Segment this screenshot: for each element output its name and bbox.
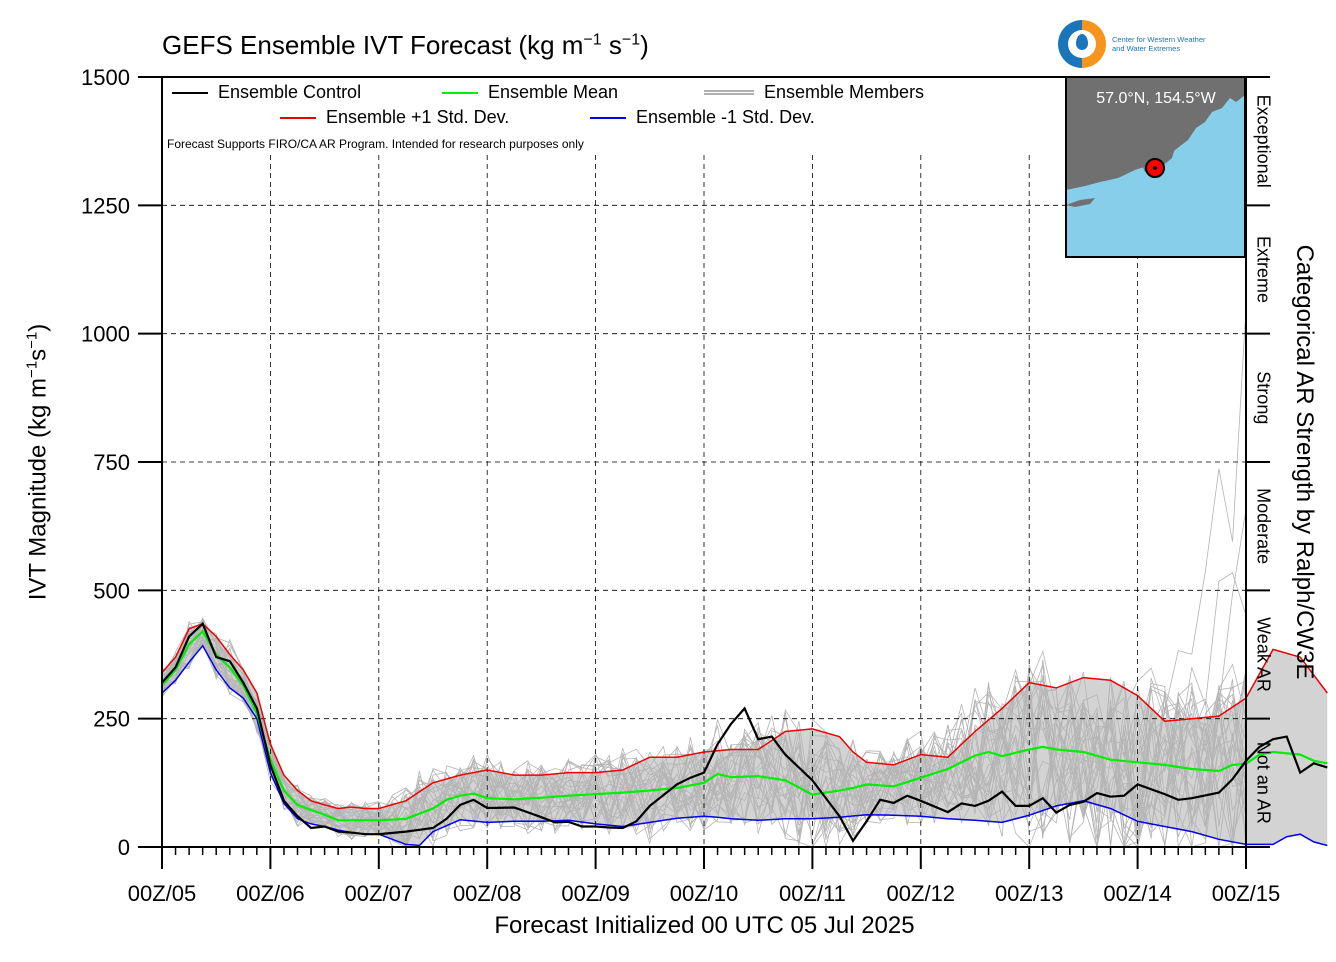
water-drop-icon bbox=[1076, 34, 1088, 50]
legend-label-mean: Ensemble Mean bbox=[488, 82, 619, 102]
ensemble-member-line bbox=[161, 618, 1247, 842]
series-line-control bbox=[161, 621, 1328, 843]
x-tick-label: 00Z/08 bbox=[453, 881, 522, 906]
inset-land-peninsula bbox=[1066, 198, 1095, 207]
legend-label-members: Ensemble Members bbox=[764, 82, 925, 102]
legend-label-minus-sd: Ensemble -1 Std. Dev. bbox=[636, 107, 815, 127]
x-tick-label: 00Z/13 bbox=[995, 881, 1064, 906]
inset-border bbox=[1065, 76, 1246, 258]
ensemble-member-line bbox=[161, 618, 1247, 848]
disclaimer-note: Forecast Supports FIRO/CA AR Program. In… bbox=[167, 137, 584, 151]
y-axis-label: IVT Magnitude (kg m−1s−1) bbox=[23, 323, 52, 601]
logo-circle-icon bbox=[1058, 20, 1106, 68]
category-label: Strong bbox=[1253, 371, 1273, 424]
legend-item-members: Ensemble Members bbox=[704, 82, 924, 103]
y-tick-label: 750 bbox=[93, 450, 130, 475]
legend-item-control: Ensemble Control bbox=[172, 82, 361, 103]
x-tick-label: 00Z/09 bbox=[561, 881, 630, 906]
location-inset-map bbox=[1065, 76, 1246, 258]
inset-location-label: 57.0°N, 154.5°W bbox=[1096, 90, 1216, 107]
x-tick-label: 00Z/11 bbox=[779, 881, 846, 906]
logo-text: Center for Western Weather and Water Ext… bbox=[1112, 35, 1206, 53]
y-tick-label: 500 bbox=[93, 578, 130, 603]
series-line-minus-sd bbox=[161, 644, 1328, 847]
legend-item-plus-sd: Ensemble +1 Std. Dev. bbox=[280, 107, 509, 128]
category-label: Exceptional bbox=[1253, 95, 1273, 188]
minus-sd-swatch bbox=[590, 116, 626, 119]
cw3e-logo: Center for Western Weather and Water Ext… bbox=[1058, 20, 1206, 68]
category-label: Weak AR bbox=[1253, 617, 1273, 692]
legend-label-plus-sd: Ensemble +1 Std. Dev. bbox=[326, 107, 510, 127]
x-tick-label: 00Z/12 bbox=[887, 881, 956, 906]
ensemble-member-line bbox=[161, 641, 1247, 849]
x-tick-label: 00Z/07 bbox=[345, 881, 414, 906]
y-tick-label: 0 bbox=[118, 835, 130, 860]
category-label: Not an AR bbox=[1253, 742, 1273, 824]
x-tick-label: 00Z/10 bbox=[670, 881, 739, 906]
mean-swatch bbox=[442, 91, 478, 94]
chart-title: GEFS Ensemble IVT Forecast (kg m−1 s−1) bbox=[162, 30, 649, 60]
legend-item-minus-sd: Ensemble -1 Std. Dev. bbox=[590, 107, 815, 128]
logo-text-line1: Center for Western Weather bbox=[1112, 35, 1206, 44]
series-line-plus-sd bbox=[161, 622, 1328, 810]
y-tick-label: 250 bbox=[93, 707, 130, 732]
right-axis-label: Categorical AR Strength by Ralph/CW3E bbox=[1291, 244, 1318, 680]
x-tick-label: 00Z/05 bbox=[128, 881, 197, 906]
x-axis-label: Forecast Initialized 00 UTC 05 Jul 2025 bbox=[494, 912, 915, 939]
series-line-mean bbox=[161, 629, 1328, 822]
location-marker-center bbox=[1153, 166, 1157, 170]
category-label: Extreme bbox=[1253, 236, 1273, 303]
x-tick-label: 00Z/06 bbox=[236, 881, 305, 906]
legend-label-control: Ensemble Control bbox=[218, 82, 362, 102]
legend-item-mean: Ensemble Mean bbox=[442, 82, 618, 103]
control-swatch bbox=[172, 91, 208, 94]
members-swatch bbox=[704, 90, 754, 95]
y-tick-label: 1500 bbox=[81, 65, 130, 90]
x-tick-label: 00Z/15 bbox=[1212, 881, 1281, 906]
y-tick-label: 1000 bbox=[81, 322, 130, 347]
inset-land-mainland bbox=[1066, 77, 1245, 190]
category-label: Moderate bbox=[1253, 488, 1273, 564]
ensemble-member-line bbox=[161, 624, 1247, 848]
logo-text-line2: and Water Extremes bbox=[1112, 44, 1181, 53]
y-tick-label: 1250 bbox=[81, 193, 130, 218]
x-tick-label: 00Z/14 bbox=[1103, 881, 1172, 906]
plus-sd-swatch bbox=[280, 116, 316, 119]
